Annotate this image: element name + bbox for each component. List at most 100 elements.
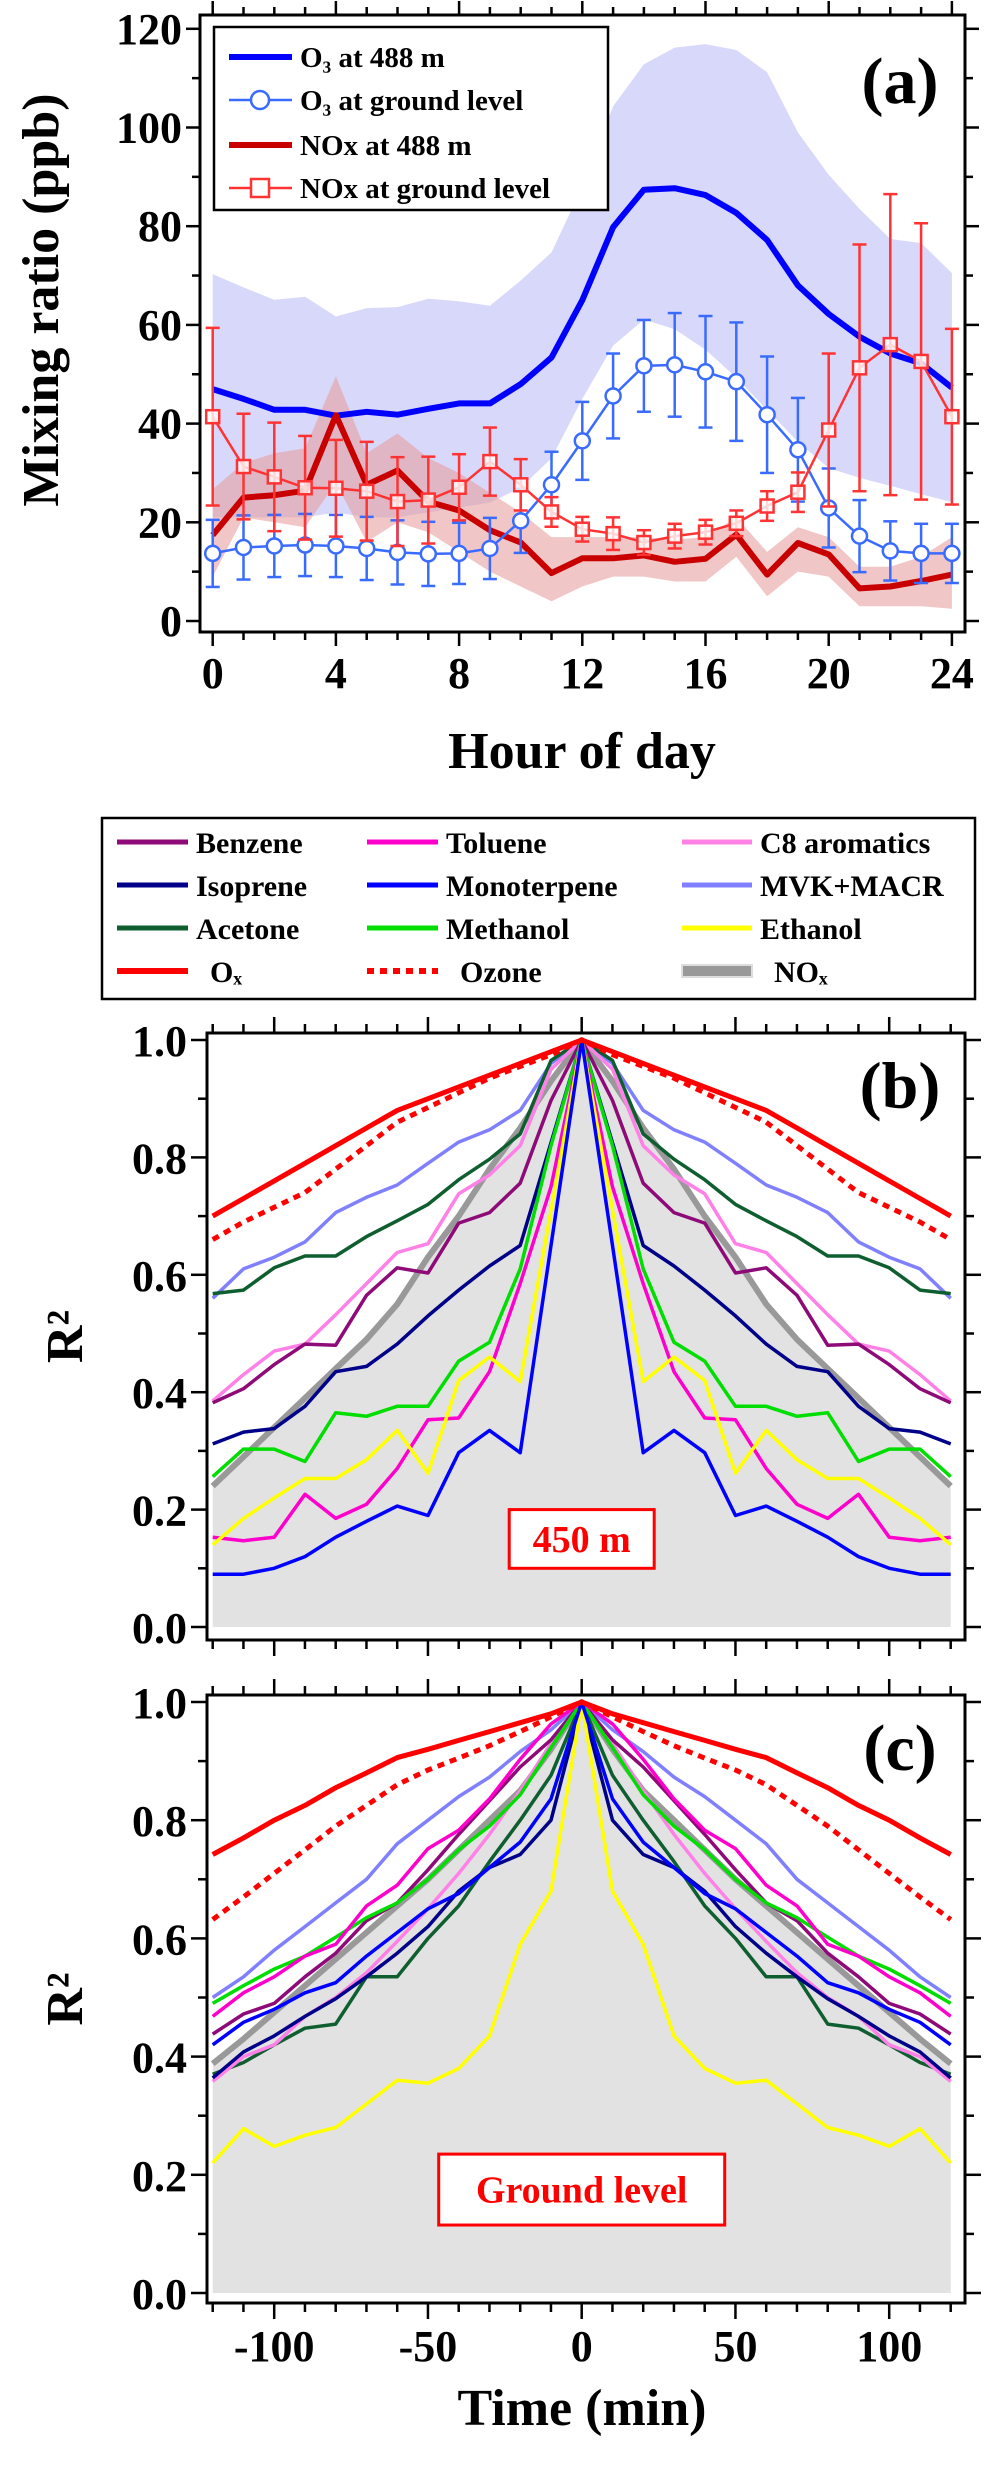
legend-label: Methanol [446,913,569,946]
panel-a: 0 4 8 12 16 20 24 0 20 40 60 80 100 120 Hour of day Mix… [13,1,979,780]
panel-label: (b) [860,1050,941,1123]
data-point [203,544,222,563]
data-point [235,458,252,475]
x-tick-label: -50 [399,2322,458,2371]
band-nox-488m [212,376,952,609]
series-ox [211,1699,952,1857]
data-point [389,493,406,510]
x-axis-title: Hour of day [448,723,716,780]
series-nox-488m [210,412,953,592]
y-tick-label: 0.2 [132,1487,187,1536]
data-point [327,537,345,555]
legend-label: Toluene [446,827,547,860]
series-nox-ground [204,192,960,557]
data-point [727,372,746,391]
species-legend: Benzene Toluene C8 aromatics Isoprene Monote… [100,816,977,1001]
nox-area [212,1702,951,2293]
legend-label: Ethanol [760,913,862,946]
data-point [943,544,961,563]
x-tick-label: 50 [713,2322,757,2371]
data-point [759,498,775,514]
nox-area [212,1040,951,1627]
y-tick-label: 0.2 [132,2152,187,2201]
data-point [696,363,715,381]
legend-label: NOx at 488 m [300,130,472,162]
y-tick-label: 1.0 [132,1017,187,1066]
data-point [357,539,376,558]
data-point [605,525,621,542]
data-point [820,422,837,438]
data-point [913,353,929,370]
y-tick-label: 0.8 [132,1797,187,1846]
y-tick-label: 0.0 [132,2270,187,2319]
legend-label: Ozone [460,956,542,989]
data-point [790,484,806,500]
annotation-label: Ground level [476,2170,688,2212]
y-axis-title: R² [37,1310,94,1363]
data-point [665,356,684,374]
y-tick-label: 0.0 [132,1604,187,1653]
x-axis-title: Time (min) [458,2380,707,2437]
data-point [944,408,960,425]
legend-label: Acetone [196,913,299,946]
data-point [451,479,467,496]
data-point [328,480,344,496]
data-point [912,544,930,563]
data-point [850,527,869,545]
legend-label: C8 aromatics [760,827,930,860]
data-point [450,544,468,563]
panel-label: (a) [862,45,939,118]
data-point [666,528,683,544]
data-point [636,534,652,551]
legend-label: NOₓ [774,956,828,989]
y-tick-label: 80 [138,202,182,251]
circle-marker-icon [249,89,271,111]
x-tick-label: 24 [930,649,974,698]
y-tick-label: 1.0 [132,1679,187,1728]
y-tick-label: 0.6 [132,1915,187,1964]
y-tick-label: 100 [116,104,182,153]
legend-label: Oₓ [210,956,242,989]
data-point [420,492,437,508]
data-point [512,477,529,493]
data-point [481,539,499,558]
square-marker-icon [249,177,271,199]
y-tick-label: 60 [138,301,182,350]
panel-label: (c) [863,1712,936,1785]
legend-label: Monoterpene [446,870,618,903]
legend-label: O₃ at ground level [300,85,523,117]
y-tick-label: 40 [138,400,182,449]
plot-frame [205,1693,967,2305]
x-tick-label: 4 [325,649,347,698]
data-point [881,542,900,560]
data-point [542,476,561,494]
y-tick-label: 120 [116,5,182,54]
data-point [266,469,283,485]
x-tick-label: 20 [807,649,851,698]
data-point [882,336,899,353]
annotation-box [437,2152,727,2227]
y-axis-title: R² [37,1972,94,2025]
data-point [574,521,591,537]
data-point [604,387,622,405]
x-tick-label: 0 [571,2322,593,2371]
data-point [482,453,498,470]
x-tick-label: 12 [560,649,604,698]
legend: O₃ at 488 m O₃ at ground level NOx at 488 … [212,25,610,212]
data-point [419,545,438,563]
data-point [758,405,776,424]
panel-c: 0.0 0.2 0.4 0.6 0.8 1.0 -100 -50 0 50 100 Time (min… [37,1679,981,2437]
data-point [358,483,375,499]
data-point [573,432,592,450]
legend-swatch [681,964,753,978]
x-tick-label: 8 [448,649,470,698]
annotation-label: 450 m [533,1519,631,1561]
legend-label: MVK+MACR [760,870,944,903]
data-point [728,515,745,532]
x-tick-label: -100 [234,2322,315,2371]
data-point [265,537,284,555]
x-tick-label: 16 [684,649,728,698]
data-point [204,408,221,425]
y-tick-label: 0.8 [132,1134,187,1183]
